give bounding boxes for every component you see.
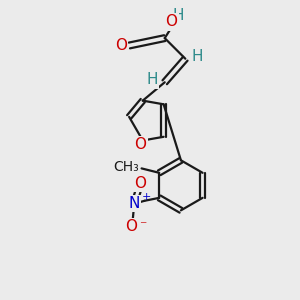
Text: H: H	[192, 49, 203, 64]
Text: O: O	[115, 38, 127, 53]
Text: N: N	[128, 196, 140, 211]
Text: CH₃: CH₃	[113, 160, 139, 174]
Text: O: O	[134, 137, 146, 152]
Text: O: O	[134, 176, 146, 190]
Text: H: H	[147, 72, 158, 87]
Text: O: O	[125, 219, 137, 234]
Text: O: O	[166, 14, 178, 29]
Text: H: H	[173, 8, 184, 23]
Text: +: +	[142, 192, 151, 202]
Text: ⁻: ⁻	[139, 219, 147, 233]
